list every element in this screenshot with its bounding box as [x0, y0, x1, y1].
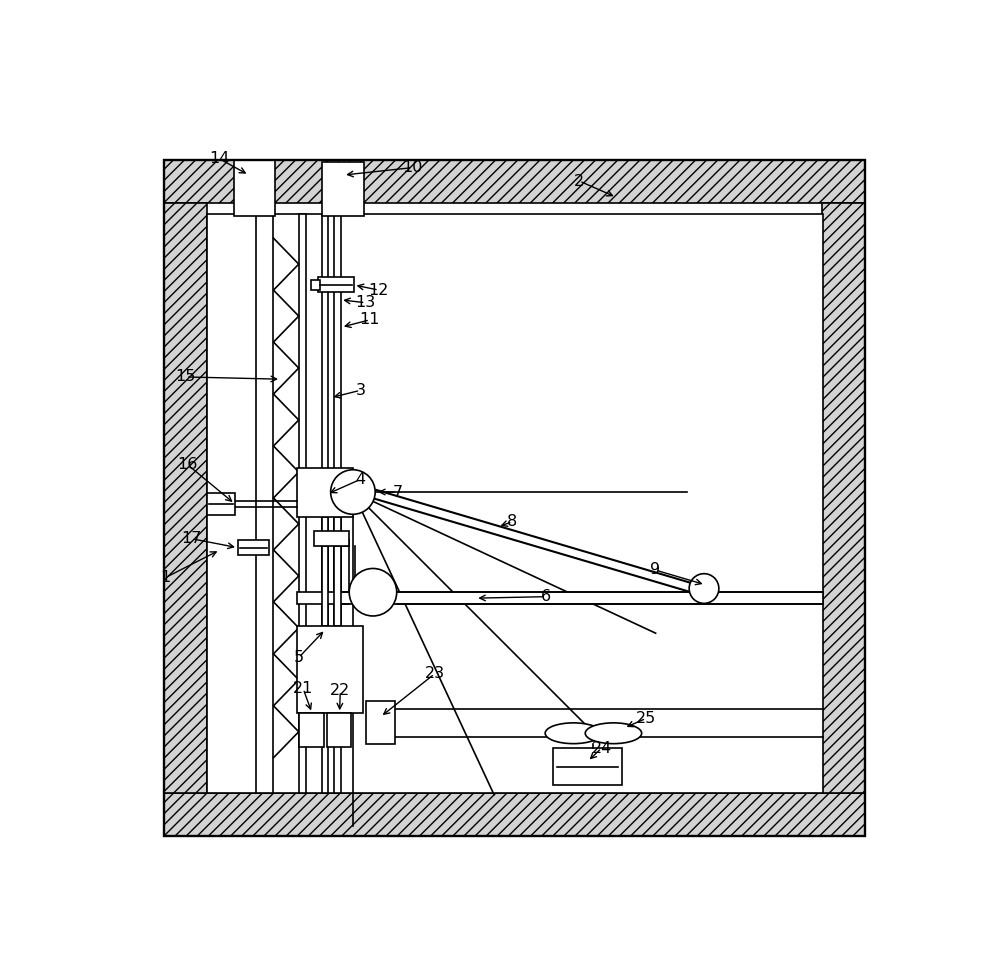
Ellipse shape [545, 723, 602, 743]
Bar [334, 547, 341, 626]
Bar [553, 748, 622, 786]
Bar [207, 493, 235, 515]
Bar [164, 160, 865, 203]
Text: 2: 2 [574, 174, 584, 189]
Text: 23: 23 [424, 666, 445, 682]
Bar [322, 547, 328, 626]
Text: 6: 6 [541, 589, 551, 604]
Bar [322, 163, 364, 216]
Bar [164, 203, 207, 792]
Bar [207, 214, 823, 792]
Bar [299, 713, 324, 746]
Text: 17: 17 [182, 531, 202, 547]
Bar [164, 792, 865, 836]
Text: 5: 5 [294, 650, 304, 665]
Text: 21: 21 [293, 682, 313, 696]
Text: 25: 25 [636, 710, 656, 726]
Bar [297, 592, 823, 604]
Circle shape [689, 574, 719, 603]
Text: 8: 8 [507, 514, 518, 529]
Text: 3: 3 [355, 383, 365, 398]
Text: 22: 22 [330, 683, 350, 699]
Text: 12: 12 [369, 282, 389, 298]
Text: 1: 1 [161, 570, 171, 585]
Text: 24: 24 [591, 740, 612, 756]
Text: 7: 7 [392, 485, 403, 499]
Bar [234, 160, 275, 216]
Text: 10: 10 [402, 160, 422, 175]
Bar [334, 214, 341, 792]
Text: 4: 4 [355, 472, 365, 487]
Text: 14: 14 [209, 151, 229, 166]
Bar [366, 702, 395, 744]
Bar [311, 280, 320, 290]
Bar [238, 540, 269, 555]
Bar [822, 203, 865, 792]
Bar [299, 214, 306, 792]
Ellipse shape [585, 723, 642, 743]
Circle shape [349, 569, 397, 616]
Bar [297, 626, 363, 713]
Bar [318, 278, 354, 292]
Text: 13: 13 [355, 295, 376, 310]
Bar [297, 469, 353, 517]
Bar [327, 713, 351, 746]
Circle shape [331, 469, 375, 514]
Bar [314, 531, 349, 547]
Bar [256, 214, 273, 792]
Text: 9: 9 [650, 562, 660, 577]
Text: 16: 16 [177, 457, 198, 472]
Bar [322, 517, 328, 592]
Bar [322, 214, 328, 792]
Text: 15: 15 [176, 369, 196, 385]
Bar [334, 517, 341, 592]
Text: 11: 11 [360, 312, 380, 328]
